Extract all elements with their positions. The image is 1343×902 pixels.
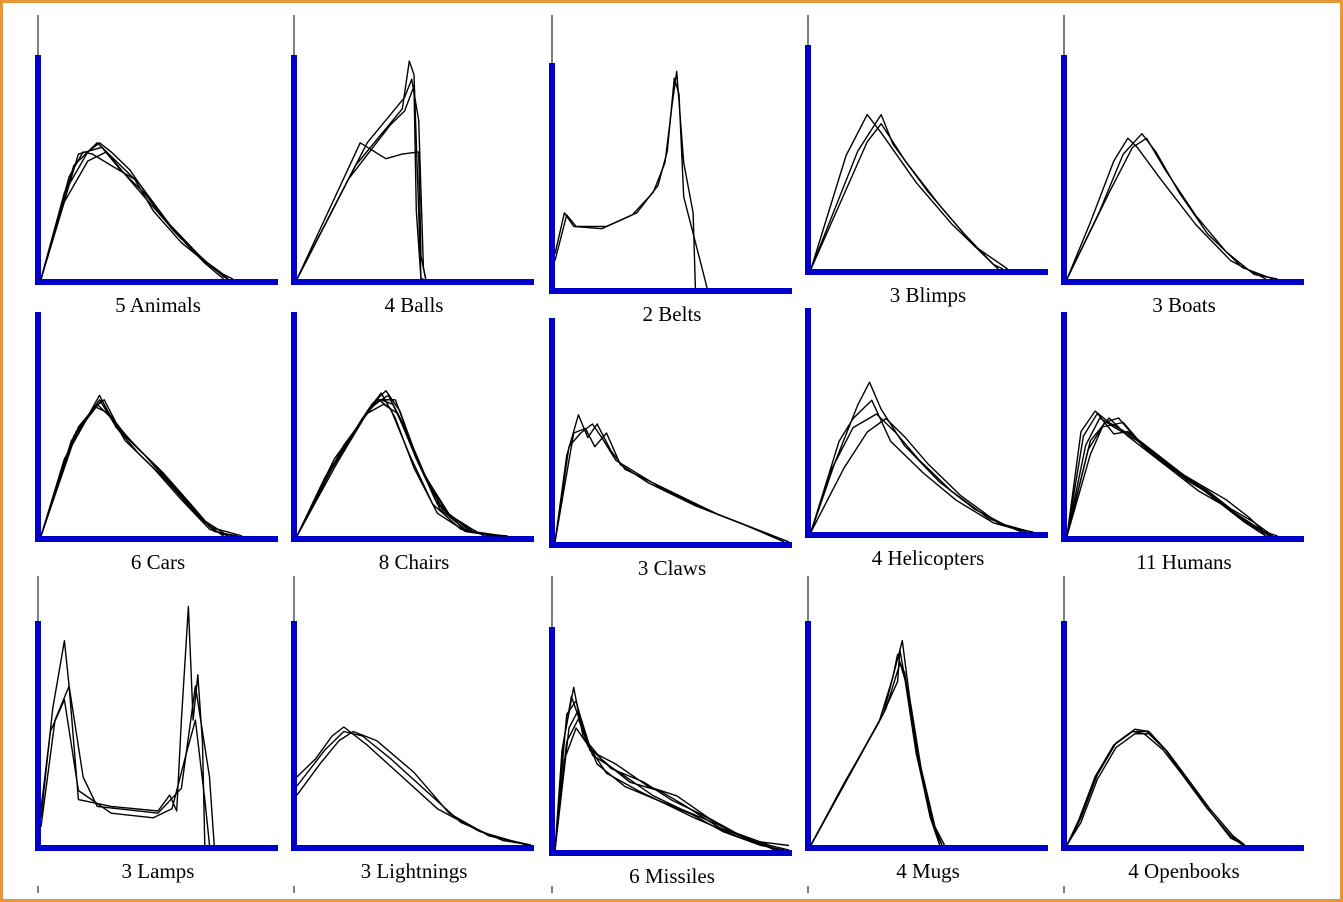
series-curve-3 xyxy=(810,417,1032,533)
series-curve-8 xyxy=(296,399,503,537)
panel-4-balls: 4 Balls xyxy=(291,15,534,317)
series-curve-2 xyxy=(810,399,1027,533)
panel-caption: 2 Belts xyxy=(643,302,702,326)
panel-4-mugs: 4 Mugs xyxy=(805,576,1048,883)
series-curve-1 xyxy=(296,726,527,846)
series-curve-2 xyxy=(1066,133,1274,280)
series-curve-2 xyxy=(40,151,229,280)
series-curve-3 xyxy=(296,399,494,537)
series-curve-3 xyxy=(40,403,238,537)
panel-caption: 8 Chairs xyxy=(379,550,450,574)
series-curve-1 xyxy=(296,392,497,537)
series-curve-4 xyxy=(554,695,785,851)
panel-6-cars: 6 Cars xyxy=(35,312,278,574)
panel-3-claws: 3 Claws xyxy=(549,318,792,580)
series-curve-3 xyxy=(296,730,532,846)
series-curve-3 xyxy=(1066,137,1278,280)
series-curve-1 xyxy=(40,142,234,280)
series-curve-7 xyxy=(296,399,485,537)
panel-8-chairs: 8 Chairs xyxy=(291,312,534,574)
series-curve-1 xyxy=(810,649,943,846)
series-curve-1 xyxy=(554,70,697,289)
panel-3-blimps: 3 Blimps xyxy=(805,15,1048,307)
series-curve-1 xyxy=(296,60,424,280)
series-curve-2 xyxy=(554,427,785,543)
panel-11-humans: 11 Humans xyxy=(1061,312,1304,574)
panel-3-boats: 3 Boats xyxy=(1061,15,1304,317)
panel-4-helicopters: 4 Helicopters xyxy=(805,308,1048,570)
panel-caption: 6 Cars xyxy=(131,550,185,574)
series-curve-1 xyxy=(810,113,999,270)
series-curve-3 xyxy=(554,423,790,543)
panel-caption: 3 Claws xyxy=(638,556,706,580)
series-curve-2 xyxy=(40,399,234,537)
series-curve-3 xyxy=(554,709,780,851)
panel-5-animals: 5 Animals xyxy=(35,15,278,317)
figure-svg: 5 Animals 4 Balls 2 Belts 3 Blimps 3 Boats 6 … xyxy=(35,15,1304,893)
series-curve-6 xyxy=(296,399,490,537)
series-curve-4 xyxy=(1066,733,1246,846)
series-curve-3 xyxy=(296,142,427,280)
series-curve-5 xyxy=(40,151,229,280)
panel-caption: 5 Animals xyxy=(115,293,201,317)
panel-caption: 3 Boats xyxy=(1152,293,1216,317)
series-curve-4 xyxy=(296,85,422,280)
panel-caption: 4 Balls xyxy=(385,293,444,317)
series-curve-2 xyxy=(40,685,215,846)
panel-caption: 3 Lightnings xyxy=(361,859,468,883)
series-curve-3 xyxy=(40,699,211,846)
series-curve-4 xyxy=(810,662,943,846)
series-curve-1 xyxy=(554,414,790,543)
series-curve-2 xyxy=(1066,410,1269,537)
panel-caption: 11 Humans xyxy=(1136,550,1231,574)
panel-4-openbooks: 4 Openbooks xyxy=(1061,576,1304,883)
series-curve-2 xyxy=(554,700,790,851)
series-curve-5 xyxy=(554,718,776,851)
series-curve-3 xyxy=(810,653,941,846)
panel-caption: 4 Openbooks xyxy=(1128,859,1239,883)
panel-caption: 4 Mugs xyxy=(896,859,960,883)
series-curve-6 xyxy=(554,727,778,851)
series-curve-4 xyxy=(810,413,1022,533)
panel-3-lightnings: 3 Lightnings xyxy=(291,576,534,883)
series-curve-6 xyxy=(40,405,243,537)
series-curve-3 xyxy=(810,123,1008,270)
series-curve-4 xyxy=(40,146,224,280)
panel-caption: 3 Lamps xyxy=(122,859,195,883)
series-curve-2 xyxy=(810,640,946,846)
series-curve-6 xyxy=(1066,417,1271,537)
panel-caption: 3 Blimps xyxy=(890,283,966,307)
series-curve-1 xyxy=(554,686,790,851)
panel-6-missiles: 6 Missiles xyxy=(549,576,792,888)
panel-caption: 4 Helicopters xyxy=(872,546,985,570)
panel-3-lamps: 3 Lamps xyxy=(35,576,278,883)
panel-2-belts: 2 Belts xyxy=(549,15,792,326)
panel-caption: 6 Missiles xyxy=(629,864,715,888)
series-curve-2 xyxy=(554,77,708,289)
series-curve-2 xyxy=(296,78,427,280)
series-curve-1 xyxy=(1066,137,1267,280)
